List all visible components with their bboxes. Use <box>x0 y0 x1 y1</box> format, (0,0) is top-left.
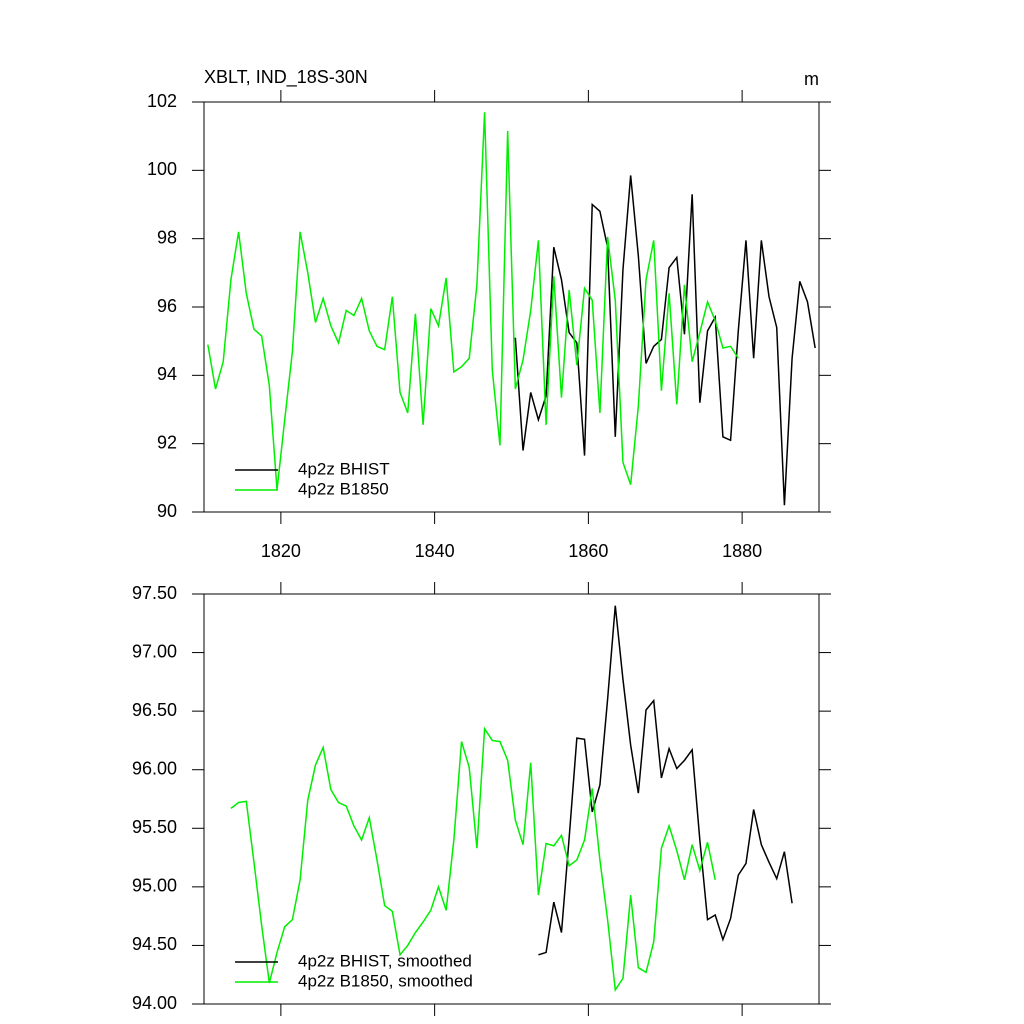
y-tick-label: 90 <box>157 501 177 521</box>
y-tick-label: 92 <box>157 432 177 452</box>
data-line <box>207 112 739 490</box>
y-tick-label: 94.00 <box>132 993 177 1013</box>
y-tick-label: 94 <box>157 364 177 384</box>
x-tick-label: 1860 <box>568 541 608 561</box>
y-tick-label: 96.00 <box>132 758 177 778</box>
x-tick-label: 1840 <box>415 541 455 561</box>
y-tick-label: 95.00 <box>132 876 177 896</box>
legend-label: 4p2z BHIST, smoothed <box>298 951 472 970</box>
data-line <box>230 726 716 993</box>
data-line <box>514 175 816 506</box>
y-tick-label: 100 <box>147 159 177 179</box>
y-tick-label: 102 <box>147 91 177 111</box>
x-tick-label: 1820 <box>261 541 301 561</box>
legend-label: 4p2z B1850 <box>298 479 389 498</box>
y-tick-label: 98 <box>157 227 177 247</box>
plot-frame <box>203 101 820 513</box>
y-tick-label: 97.00 <box>132 641 177 661</box>
legend-label: 4p2z BHIST <box>298 459 390 478</box>
y-tick-label: 95.50 <box>132 817 177 837</box>
y-tick-label: 96.50 <box>132 700 177 720</box>
units-label: m <box>804 69 819 89</box>
y-tick-label: 94.50 <box>132 934 177 954</box>
x-tick-label: 1880 <box>722 541 762 561</box>
y-tick-label: 96 <box>157 296 177 316</box>
plot-frame <box>203 593 820 1005</box>
data-line <box>538 605 793 956</box>
chart-title: XBLT, IND_18S-30N <box>204 67 368 88</box>
legend-label: 4p2z B1850, smoothed <box>298 971 473 990</box>
y-tick-label: 97.50 <box>132 583 177 603</box>
